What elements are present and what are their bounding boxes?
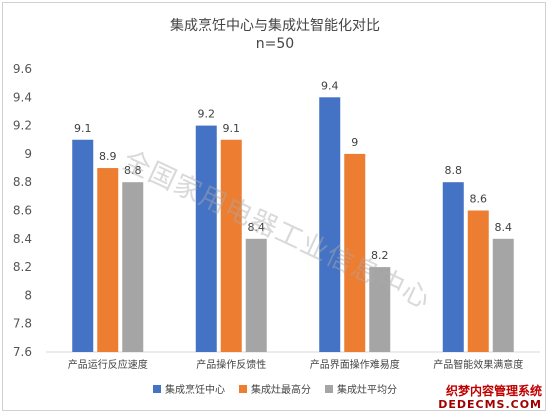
legend-label: 集成灶平均分 bbox=[337, 385, 397, 396]
y-tick-label: 9.2 bbox=[13, 119, 32, 133]
legend-label: 集成灶最高分 bbox=[251, 385, 311, 396]
brand-logo: 织梦内容管理系统 DEDECMS.COM bbox=[438, 384, 542, 411]
x-category-label: 产品操作反馈性 bbox=[196, 358, 266, 371]
data-label: 9.1 bbox=[223, 122, 241, 135]
bar-3 bbox=[245, 238, 267, 352]
y-tick-label: 8.8 bbox=[13, 175, 32, 189]
bar-1 bbox=[319, 97, 341, 352]
bar-2 bbox=[467, 210, 489, 352]
legend-swatch bbox=[239, 384, 247, 393]
y-tick-label: 9 bbox=[24, 147, 32, 161]
data-label: 9.1 bbox=[74, 122, 92, 135]
y-tick-label: 9.6 bbox=[13, 62, 32, 76]
legend-swatch bbox=[153, 384, 161, 393]
y-tick-label: 7.6 bbox=[13, 345, 32, 359]
brand-name: 织梦内容管理系统 bbox=[445, 384, 542, 398]
chart-subtitle: n=50 bbox=[255, 36, 295, 52]
bar-3 bbox=[369, 267, 391, 352]
y-tick-label: 8 bbox=[24, 288, 32, 302]
x-category-label: 产品智能效果满意度 bbox=[433, 358, 523, 371]
brand-domain: DEDECMS.COM bbox=[438, 398, 542, 411]
y-tick-label: 9.4 bbox=[13, 90, 32, 104]
data-label: 9.2 bbox=[198, 108, 216, 121]
y-tick-label: 8.4 bbox=[13, 232, 32, 246]
bar-3 bbox=[492, 238, 514, 352]
bar-1 bbox=[72, 139, 94, 352]
legend-item: 集成灶平均分 bbox=[325, 381, 397, 396]
data-label: 9.4 bbox=[321, 79, 339, 92]
bar-3 bbox=[122, 182, 144, 352]
legend-item: 集成灶最高分 bbox=[239, 381, 311, 396]
data-label: 8.9 bbox=[99, 150, 117, 163]
legend-label: 集成烹饪中心 bbox=[165, 385, 225, 396]
y-tick-label: 8.6 bbox=[13, 204, 32, 218]
chart-title: 集成烹饪中心与集成灶智能化对比 bbox=[170, 18, 380, 34]
data-label: 8.4 bbox=[248, 221, 266, 234]
y-tick-label: 8.2 bbox=[13, 260, 32, 274]
bar-2 bbox=[220, 139, 242, 352]
data-label: 8.6 bbox=[470, 193, 488, 206]
data-label: 8.8 bbox=[445, 164, 463, 177]
data-label: 8.8 bbox=[124, 164, 142, 177]
data-label: 8.2 bbox=[371, 249, 389, 262]
bar-2 bbox=[344, 153, 366, 352]
data-label: 9 bbox=[351, 136, 358, 149]
bar-2 bbox=[97, 168, 119, 352]
data-label: 8.4 bbox=[495, 221, 513, 234]
bar-1 bbox=[195, 125, 217, 352]
legend-item: 集成烹饪中心 bbox=[153, 381, 225, 396]
bar-1 bbox=[442, 182, 464, 352]
x-category-label: 产品运行反应速度 bbox=[68, 358, 148, 371]
chart-legend: 集成烹饪中心 集成灶最高分 集成灶平均分 bbox=[0, 381, 550, 396]
y-tick-label: 7.8 bbox=[13, 317, 32, 331]
legend-swatch bbox=[325, 384, 333, 393]
x-category-label: 产品界面操作难易度 bbox=[310, 358, 400, 371]
